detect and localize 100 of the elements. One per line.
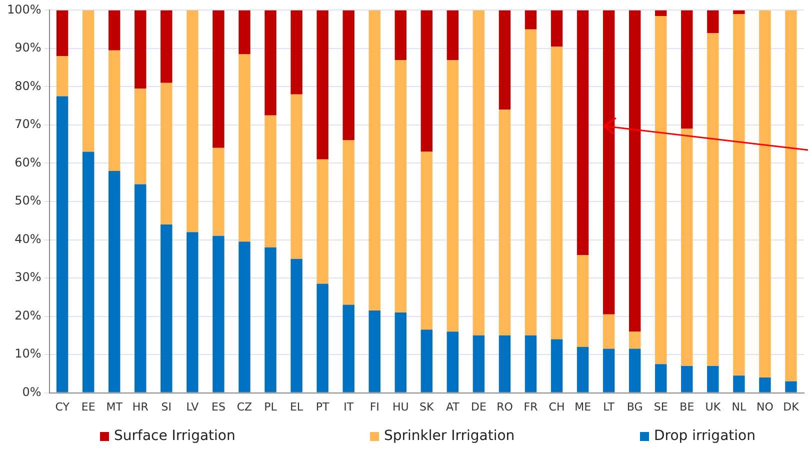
bar (733, 14, 745, 376)
x-tick-label: EL (290, 400, 304, 414)
y-tick-label: 100% (6, 2, 42, 16)
bar (290, 10, 302, 94)
bar (550, 46, 563, 340)
bar (368, 10, 380, 311)
bar (498, 335, 511, 392)
bar (524, 335, 537, 392)
bar (134, 88, 146, 184)
bar (681, 10, 693, 129)
bar (342, 10, 354, 140)
x-tick-label: SE (654, 400, 668, 414)
bar (316, 284, 328, 392)
x-tick-label: HR (132, 400, 149, 414)
bar (56, 96, 68, 392)
y-tick-label: 20% (14, 308, 42, 322)
bar (212, 10, 224, 148)
y-tick-label: 90% (14, 40, 42, 55)
x-tick-label: ES (211, 400, 226, 414)
x-tick-label: EE (81, 400, 96, 414)
bar (707, 10, 719, 34)
y-tick-label: 30% (14, 270, 42, 284)
bar (733, 376, 745, 392)
bar (212, 236, 224, 392)
bar (472, 335, 485, 392)
bar (602, 10, 615, 314)
x-tick-label: DK (783, 400, 800, 414)
bar (108, 170, 120, 392)
bar (576, 10, 589, 256)
legend-label: Sprinkler Irrigation (384, 428, 515, 444)
x-tick-label: CY (55, 400, 70, 414)
x-tick-label: DE (470, 400, 486, 414)
bar (420, 152, 433, 330)
bar (56, 10, 68, 56)
bar (602, 314, 615, 349)
x-tick-label: FI (370, 400, 380, 414)
bar (212, 148, 224, 236)
bar (160, 82, 172, 224)
y-tick-label: 40% (14, 232, 42, 246)
y-tick-label: 0% (22, 384, 42, 399)
bar (498, 10, 511, 110)
legend-label: Drop irrigation (654, 428, 756, 444)
bar (342, 304, 354, 392)
bar (82, 10, 94, 152)
bar (785, 381, 797, 392)
y-tick-label: 60% (14, 155, 42, 170)
bar (186, 10, 198, 232)
bar (238, 54, 250, 242)
x-tick-label: NO (756, 400, 774, 414)
x-tick-label: PT (316, 400, 330, 414)
y-tick-label: 70% (14, 117, 42, 132)
bar (498, 110, 511, 336)
bar (576, 346, 589, 392)
bar (394, 312, 406, 392)
x-tick-label: MT (106, 400, 123, 414)
x-tick-label: UK (705, 400, 722, 414)
bar (446, 10, 459, 60)
legend-label: Surface Irrigation (114, 428, 236, 444)
bar (550, 10, 563, 47)
bar (733, 10, 745, 14)
bar (290, 94, 302, 259)
x-tick-label: LT (603, 400, 615, 414)
bar (550, 339, 563, 392)
bar (82, 152, 94, 392)
bar (628, 348, 641, 392)
bar (524, 10, 537, 30)
x-tick-label: FR (524, 400, 538, 414)
bar (134, 184, 146, 392)
bar (446, 60, 459, 332)
bar (342, 140, 354, 305)
bar (576, 255, 589, 347)
x-tick-label: SK (420, 400, 435, 414)
bar (655, 364, 667, 392)
y-tick-label: 50% (14, 194, 42, 208)
bar (108, 10, 120, 50)
bar (394, 10, 406, 60)
bar (264, 247, 276, 392)
bar (316, 10, 328, 160)
bar (264, 115, 276, 248)
bar (134, 10, 146, 89)
x-tick-label: NL (732, 400, 747, 414)
bar (707, 33, 719, 366)
y-tick-label: 80% (14, 78, 42, 93)
x-tick-label: RO (496, 400, 514, 414)
bar (160, 10, 172, 83)
bar (186, 232, 198, 392)
bar (56, 56, 68, 96)
bar (108, 50, 120, 171)
x-tick-label: AT (446, 400, 460, 414)
bar (681, 366, 693, 392)
x-tick-label: ME (574, 400, 592, 414)
bar (394, 60, 406, 312)
bar (472, 10, 485, 336)
x-tick-label: PL (264, 400, 278, 414)
bar (759, 10, 771, 378)
bar (602, 348, 615, 392)
bar (420, 10, 433, 152)
bar (420, 330, 433, 392)
x-tick-label: LV (186, 400, 200, 414)
bar (628, 10, 641, 332)
